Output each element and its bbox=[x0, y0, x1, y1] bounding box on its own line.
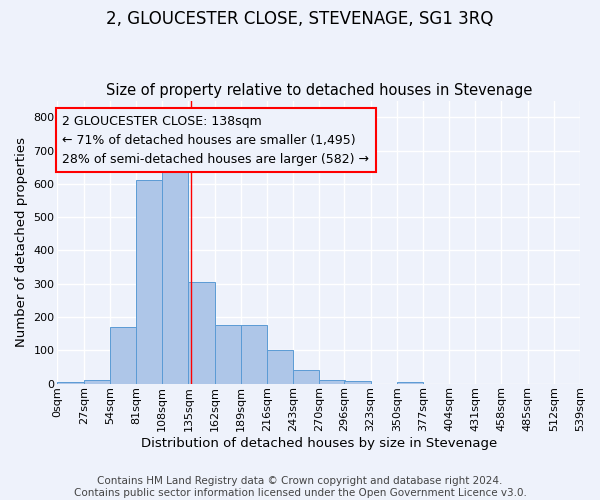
Bar bbox=[241, 326, 267, 384]
Bar bbox=[136, 180, 162, 384]
Bar bbox=[58, 382, 83, 384]
Bar bbox=[397, 382, 423, 384]
Bar bbox=[110, 327, 136, 384]
X-axis label: Distribution of detached houses by size in Stevenage: Distribution of detached houses by size … bbox=[140, 437, 497, 450]
Bar bbox=[267, 350, 293, 384]
Bar bbox=[215, 326, 241, 384]
Y-axis label: Number of detached properties: Number of detached properties bbox=[15, 137, 28, 347]
Bar bbox=[293, 370, 319, 384]
Text: 2, GLOUCESTER CLOSE, STEVENAGE, SG1 3RQ: 2, GLOUCESTER CLOSE, STEVENAGE, SG1 3RQ bbox=[106, 10, 494, 28]
Bar bbox=[162, 167, 188, 384]
Bar bbox=[83, 380, 110, 384]
Bar bbox=[188, 282, 215, 384]
Bar bbox=[344, 381, 371, 384]
Text: 2 GLOUCESTER CLOSE: 138sqm
← 71% of detached houses are smaller (1,495)
28% of s: 2 GLOUCESTER CLOSE: 138sqm ← 71% of deta… bbox=[62, 114, 370, 166]
Text: Contains HM Land Registry data © Crown copyright and database right 2024.
Contai: Contains HM Land Registry data © Crown c… bbox=[74, 476, 526, 498]
Bar bbox=[319, 380, 346, 384]
Title: Size of property relative to detached houses in Stevenage: Size of property relative to detached ho… bbox=[106, 83, 532, 98]
